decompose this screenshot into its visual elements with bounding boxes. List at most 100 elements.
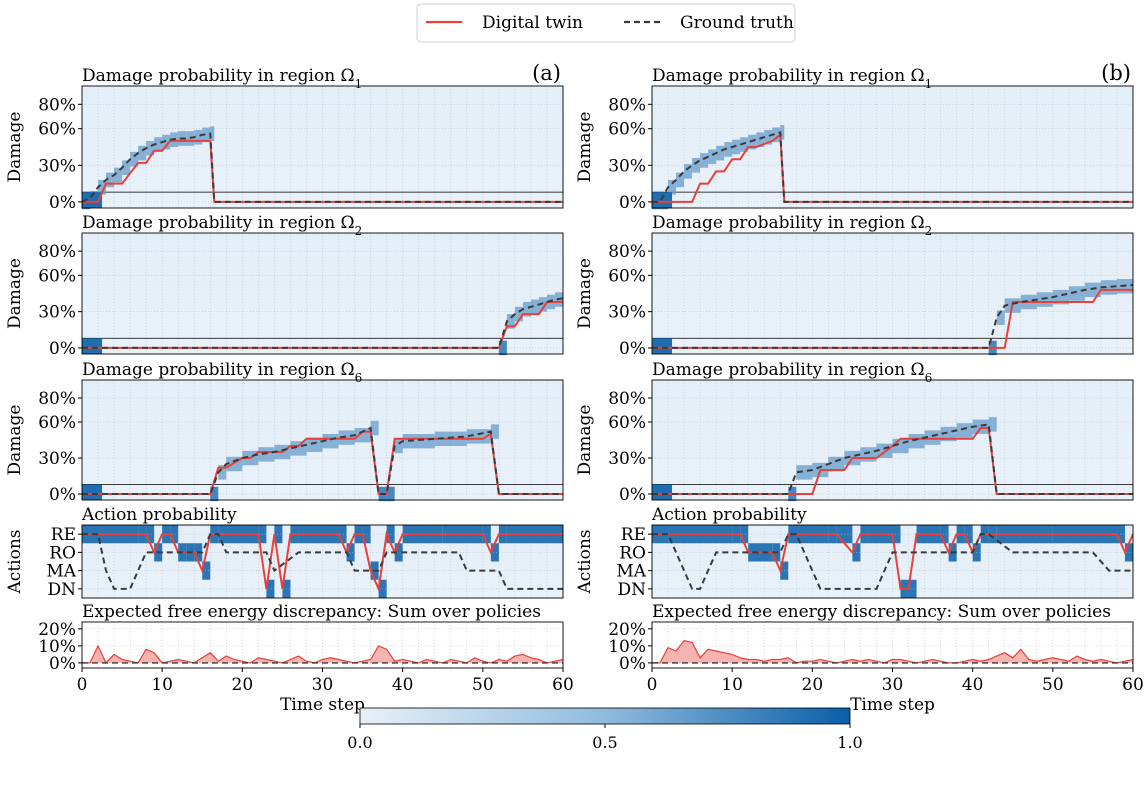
heat-cell	[1100, 280, 1117, 295]
y-tick-label: 0%	[49, 485, 76, 505]
heat-cell	[940, 525, 949, 544]
y-axis-label: Actions	[575, 530, 595, 595]
heat-cell	[354, 428, 371, 443]
heat-cell	[748, 134, 757, 150]
heat-cell	[1036, 292, 1053, 307]
legend-ground-truth-label: Ground truth	[680, 13, 794, 33]
y-tick-label: DN	[617, 580, 646, 600]
heat-cell	[82, 484, 103, 500]
heat-cell	[210, 126, 215, 141]
y-tick-label: 30%	[608, 449, 646, 469]
heat-cell	[964, 525, 973, 544]
series-digital-twin	[82, 530, 563, 593]
heat-cell	[772, 127, 781, 143]
panel-title-subscript: 1	[355, 77, 363, 91]
series-ground-truth	[652, 423, 1133, 495]
heat-cell	[98, 179, 107, 195]
heat-cell	[162, 134, 171, 150]
y-axis-label: Damage	[5, 258, 25, 329]
y-tick-label: 80%	[38, 242, 76, 262]
heat-cell	[692, 157, 701, 173]
heat-cell	[266, 579, 275, 598]
heat-cell	[498, 340, 507, 356]
x-tick-label: 30	[882, 675, 904, 695]
panel-frame	[651, 621, 1134, 669]
y-tick-label: MA	[616, 562, 646, 582]
column-tag: (a)	[532, 61, 561, 85]
panel-title-subscript: 6	[925, 371, 933, 385]
heat-cell	[796, 465, 813, 480]
series-digital-twin	[652, 640, 1134, 664]
heat-cell	[732, 139, 741, 155]
panel-frame	[81, 621, 564, 669]
x-tick-label: 10	[151, 675, 173, 695]
panel-title: Expected free energy discrepancy: Sum ov…	[82, 602, 541, 622]
heat-cell	[138, 145, 147, 161]
y-tick-label: 0%	[619, 485, 646, 505]
y-tick-label: 0%	[619, 193, 646, 213]
series-digital-twin	[652, 132, 1133, 203]
series-ground-truth	[82, 533, 563, 590]
panel-frame	[651, 524, 1134, 599]
heat-cell	[210, 486, 219, 502]
x-tick-label: 60	[552, 675, 574, 695]
x-tick-label: 40	[392, 675, 414, 695]
y-tick-label: 0%	[619, 339, 646, 359]
heat-cell	[972, 419, 989, 434]
heat-cell	[676, 172, 685, 188]
heat-cell	[394, 543, 403, 562]
series-digital-twin	[652, 288, 1133, 349]
heat-cell	[1124, 543, 1133, 562]
heat-cell	[892, 525, 901, 544]
heat-cell	[362, 525, 371, 544]
heat-cell	[988, 417, 997, 432]
heat-cell	[394, 438, 403, 454]
x-tick-label: 20	[802, 675, 824, 695]
y-tick-label: 0%	[49, 339, 76, 359]
panel-title: Expected free energy discrepancy: Sum ov…	[652, 602, 1111, 622]
y-axis-label: Damage	[575, 258, 595, 329]
heat-cell	[386, 525, 395, 544]
series-ground-truth	[81, 132, 563, 203]
panel-title: Action probability	[81, 505, 237, 525]
heat-cell	[194, 129, 203, 145]
panel-title-subscript: 1	[925, 77, 933, 91]
y-axis-label: Damage	[575, 405, 595, 476]
x-tick-label: 30	[312, 675, 334, 695]
heat-cell	[956, 423, 973, 438]
colorbar-gradient	[359, 707, 851, 725]
y-tick-label: 10%	[608, 637, 646, 657]
colorbar-tick-label-0: 0.0	[347, 733, 372, 752]
heat-cell	[106, 172, 115, 188]
panel-frame	[81, 232, 564, 355]
efe-area	[82, 645, 563, 663]
y-tick-label: 30%	[38, 303, 76, 323]
column-tag: (b)	[1101, 61, 1131, 85]
x-tick-label: 40	[962, 675, 984, 695]
x-tick-label: 0	[77, 675, 88, 695]
heat-cell	[530, 299, 539, 315]
heat-cell	[82, 338, 103, 354]
x-tick-label: 50	[1042, 675, 1064, 695]
x-tick-label: 50	[472, 675, 494, 695]
heat-cell	[764, 129, 773, 145]
heat-cell	[1084, 282, 1101, 298]
x-tick-label: 20	[232, 675, 254, 695]
heat-cell	[218, 465, 227, 480]
heat-cell	[514, 306, 523, 322]
y-tick-label: 60%	[608, 413, 646, 433]
heat-cell	[346, 543, 355, 562]
panel-a-efe: 20%10%0%0 10 20 30 40 50 60 Time step Expected f…	[38, 602, 574, 715]
y-tick-label: 80%	[608, 389, 646, 409]
series-ground-truth	[82, 297, 564, 349]
legend-digital-twin-label: Digital twin	[482, 13, 583, 33]
panel-frame	[81, 379, 564, 501]
heat-cell	[490, 543, 499, 562]
series-ground-truth	[652, 131, 1133, 203]
series-ground-truth	[82, 426, 563, 495]
y-tick-label: 20%	[38, 620, 76, 640]
